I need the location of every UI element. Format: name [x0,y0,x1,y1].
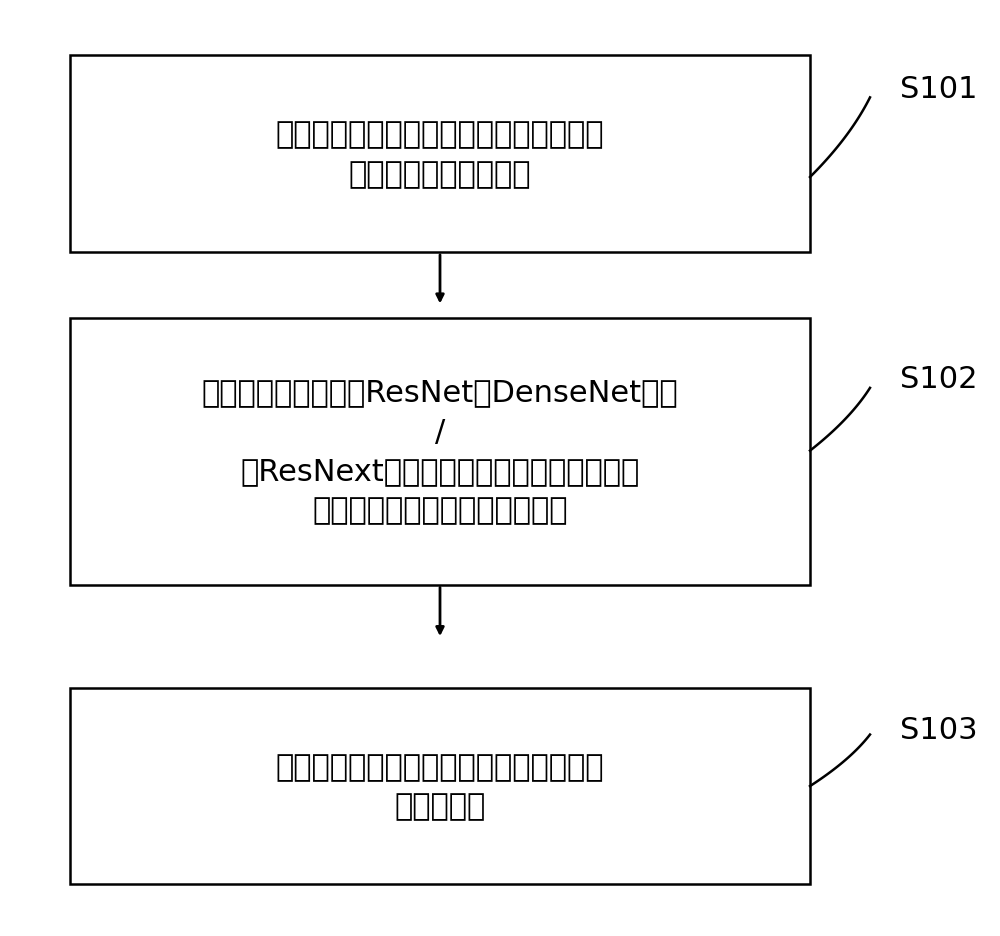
Text: S101: S101 [900,75,978,103]
Bar [70,56,810,253]
Bar [70,688,810,885]
Text: 采用测试数据集对甲状腺结节自动识别模: 采用测试数据集对甲状腺结节自动识别模 [276,753,604,781]
Text: S102: S102 [900,365,978,393]
Text: 型进行测试: 型进行测试 [394,792,486,820]
Text: ，得到甲状腺结节自动识别模型: ，得到甲状腺结节自动识别模型 [312,496,568,525]
Text: 或ResNext进行甲状腺结节恶性概率的训练: 或ResNext进行甲状腺结节恶性概率的训练 [240,457,640,486]
Text: /: / [435,417,445,446]
Text: 将训练数据集输入到ResNet、DenseNet、和: 将训练数据集输入到ResNet、DenseNet、和 [202,378,678,407]
Text: S103: S103 [900,716,978,744]
Text: 对甲状腺超声图像进行数据降噪，获取训: 对甲状腺超声图像进行数据降噪，获取训 [276,121,604,149]
Text: 练数据集和测试数据集: 练数据集和测试数据集 [349,160,531,188]
Bar [70,318,810,585]
